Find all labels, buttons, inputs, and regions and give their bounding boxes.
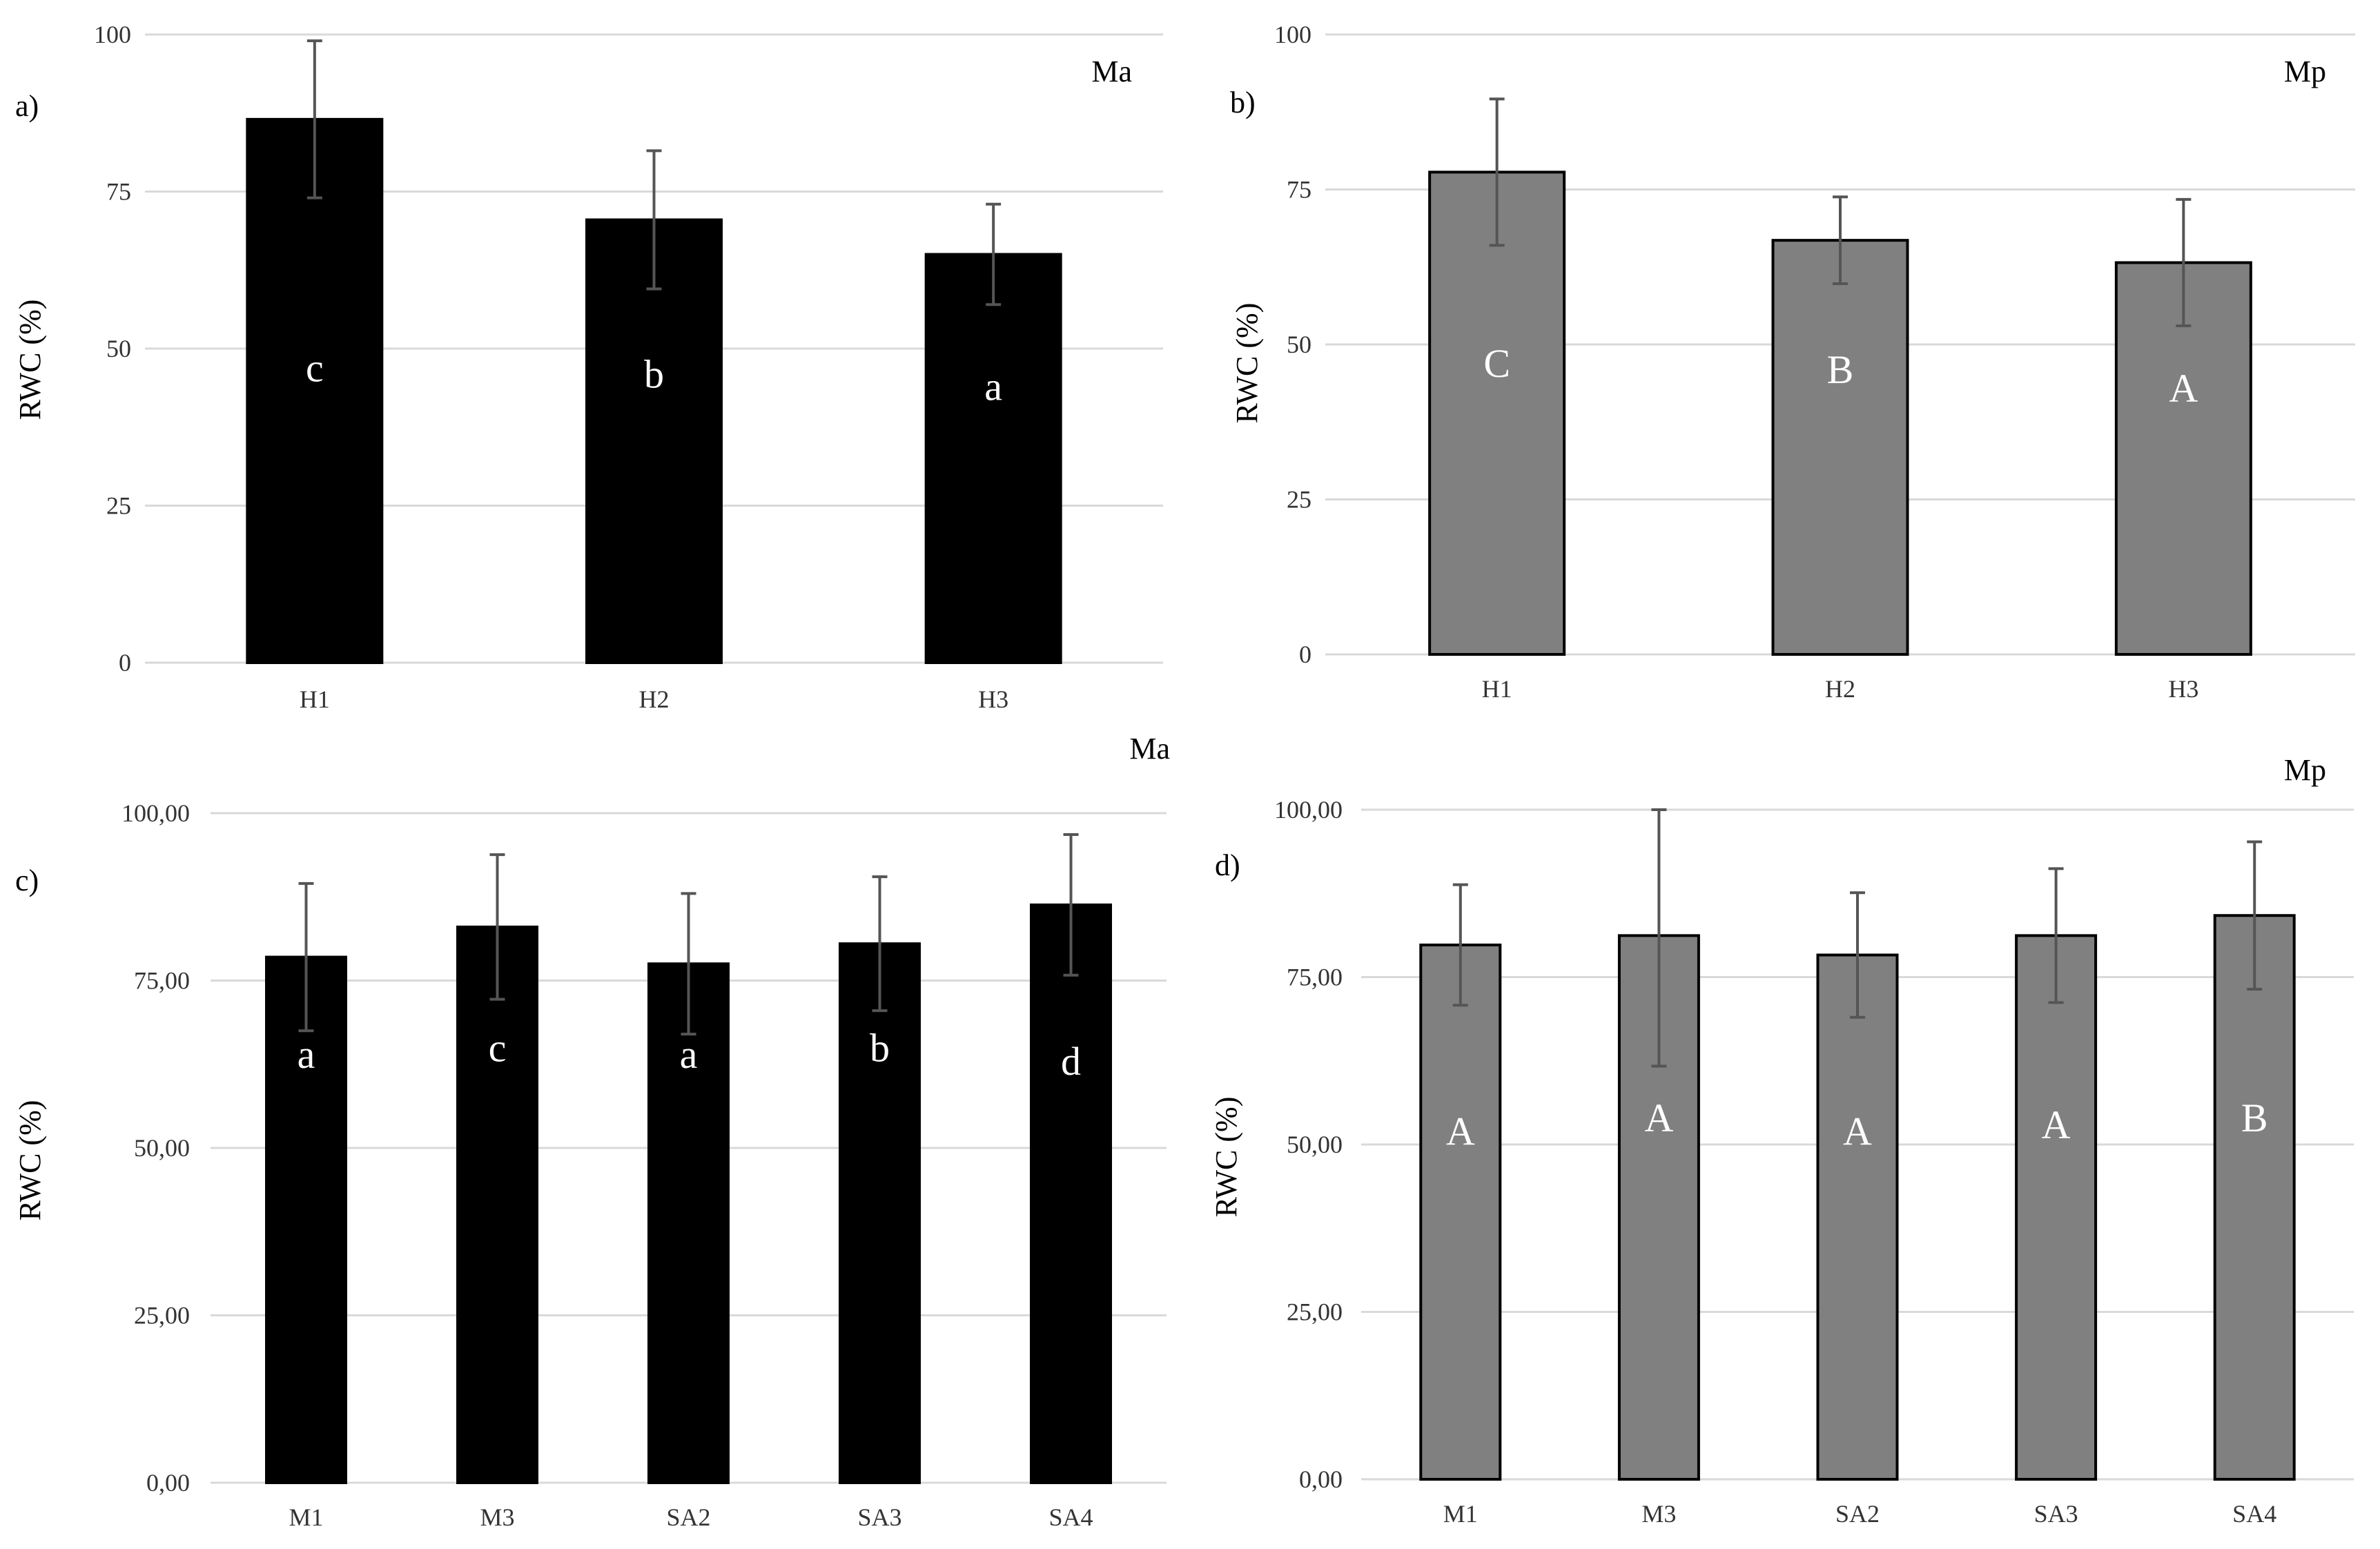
bar bbox=[2015, 934, 2098, 1481]
x-tick-label: H1 bbox=[300, 685, 330, 713]
x-tick-label: H2 bbox=[1825, 675, 1855, 703]
bar bbox=[2213, 914, 2296, 1481]
panel-label: b) bbox=[1230, 86, 1256, 119]
significance-letter: A bbox=[2042, 1102, 2071, 1147]
x-tick-label: M3 bbox=[480, 1503, 514, 1531]
y-tick-label: 50,00 bbox=[134, 1134, 190, 1162]
significance-letter: A bbox=[1843, 1109, 1872, 1154]
y-tick-label: 100 bbox=[1274, 21, 1311, 48]
significance-letter: C bbox=[1483, 341, 1510, 386]
significance-letter: B bbox=[1827, 347, 1854, 392]
y-axis-label: RWC (%) bbox=[13, 1100, 47, 1221]
significance-letter: b bbox=[644, 351, 664, 396]
bar bbox=[924, 253, 1062, 664]
y-tick-label: 100 bbox=[94, 21, 131, 48]
y-tick-label: 75 bbox=[106, 178, 131, 206]
significance-letter: d bbox=[1061, 1039, 1081, 1084]
significance-letter: c bbox=[306, 345, 324, 390]
x-tick-label: SA3 bbox=[857, 1503, 901, 1531]
x-tick-label: M1 bbox=[1443, 1500, 1478, 1528]
x-tick-label: SA3 bbox=[2034, 1500, 2078, 1528]
y-tick-label: 25 bbox=[1287, 486, 1311, 514]
bar bbox=[2114, 261, 2252, 656]
y-tick-label: 0 bbox=[119, 649, 131, 676]
y-axis-label: RWC (%) bbox=[13, 300, 47, 420]
significance-letter: c bbox=[489, 1026, 507, 1071]
y-tick-label: 0,00 bbox=[1299, 1465, 1343, 1493]
y-tick-label: 75,00 bbox=[134, 967, 190, 995]
species-label: Mp bbox=[2284, 753, 2326, 787]
y-tick-label: 75 bbox=[1287, 176, 1311, 204]
x-tick-label: H3 bbox=[978, 685, 1008, 713]
species-label: Ma bbox=[1129, 732, 1170, 766]
significance-letter: A bbox=[2169, 366, 2198, 411]
bar bbox=[839, 942, 921, 1484]
x-tick-label: M3 bbox=[1641, 1500, 1676, 1528]
species-label: Mp bbox=[2284, 55, 2326, 88]
x-tick-label: SA4 bbox=[2232, 1500, 2276, 1528]
y-tick-label: 25 bbox=[106, 492, 131, 520]
bar bbox=[456, 925, 538, 1484]
y-axis-label: RWC (%) bbox=[1230, 303, 1264, 424]
bar bbox=[1771, 239, 1909, 656]
x-tick-label: SA2 bbox=[666, 1503, 710, 1531]
x-tick-label: SA4 bbox=[1048, 1503, 1093, 1531]
x-tick-label: H3 bbox=[2168, 675, 2198, 703]
bar bbox=[265, 955, 347, 1485]
significance-letter: A bbox=[1644, 1095, 1673, 1140]
panel-label: d) bbox=[1215, 848, 1240, 882]
significance-letter: A bbox=[1446, 1109, 1475, 1154]
bar bbox=[1419, 943, 1502, 1481]
bar bbox=[246, 117, 384, 665]
y-tick-label: 0,00 bbox=[146, 1469, 190, 1497]
bar bbox=[1428, 171, 1566, 656]
x-tick-label: H2 bbox=[639, 685, 670, 713]
significance-letter: B bbox=[2241, 1095, 2268, 1140]
panel-label: a) bbox=[15, 89, 39, 123]
significance-letter: a bbox=[298, 1032, 315, 1077]
y-tick-label: 50,00 bbox=[1287, 1131, 1343, 1158]
x-tick-label: H1 bbox=[1482, 675, 1512, 703]
bar bbox=[1030, 903, 1112, 1484]
y-tick-label: 75,00 bbox=[1287, 964, 1343, 991]
y-tick-label: 0 bbox=[1299, 641, 1311, 668]
significance-letter: a bbox=[984, 364, 1002, 409]
x-tick-label: SA2 bbox=[1835, 1500, 1880, 1528]
bar bbox=[1816, 953, 1899, 1481]
y-tick-label: 50 bbox=[1287, 331, 1311, 358]
y-tick-label: 25,00 bbox=[134, 1302, 190, 1329]
y-tick-label: 100,00 bbox=[121, 799, 190, 827]
significance-letter: a bbox=[680, 1032, 698, 1077]
significance-letter: b bbox=[870, 1026, 890, 1071]
x-tick-label: M1 bbox=[289, 1503, 323, 1531]
bar bbox=[585, 218, 723, 664]
panel-label: c) bbox=[15, 864, 39, 897]
y-tick-label: 100,00 bbox=[1274, 796, 1343, 824]
y-axis-label: RWC (%) bbox=[1209, 1097, 1243, 1218]
y-tick-label: 25,00 bbox=[1287, 1298, 1343, 1326]
species-label: Ma bbox=[1091, 55, 1132, 88]
y-tick-label: 50 bbox=[106, 335, 131, 362]
